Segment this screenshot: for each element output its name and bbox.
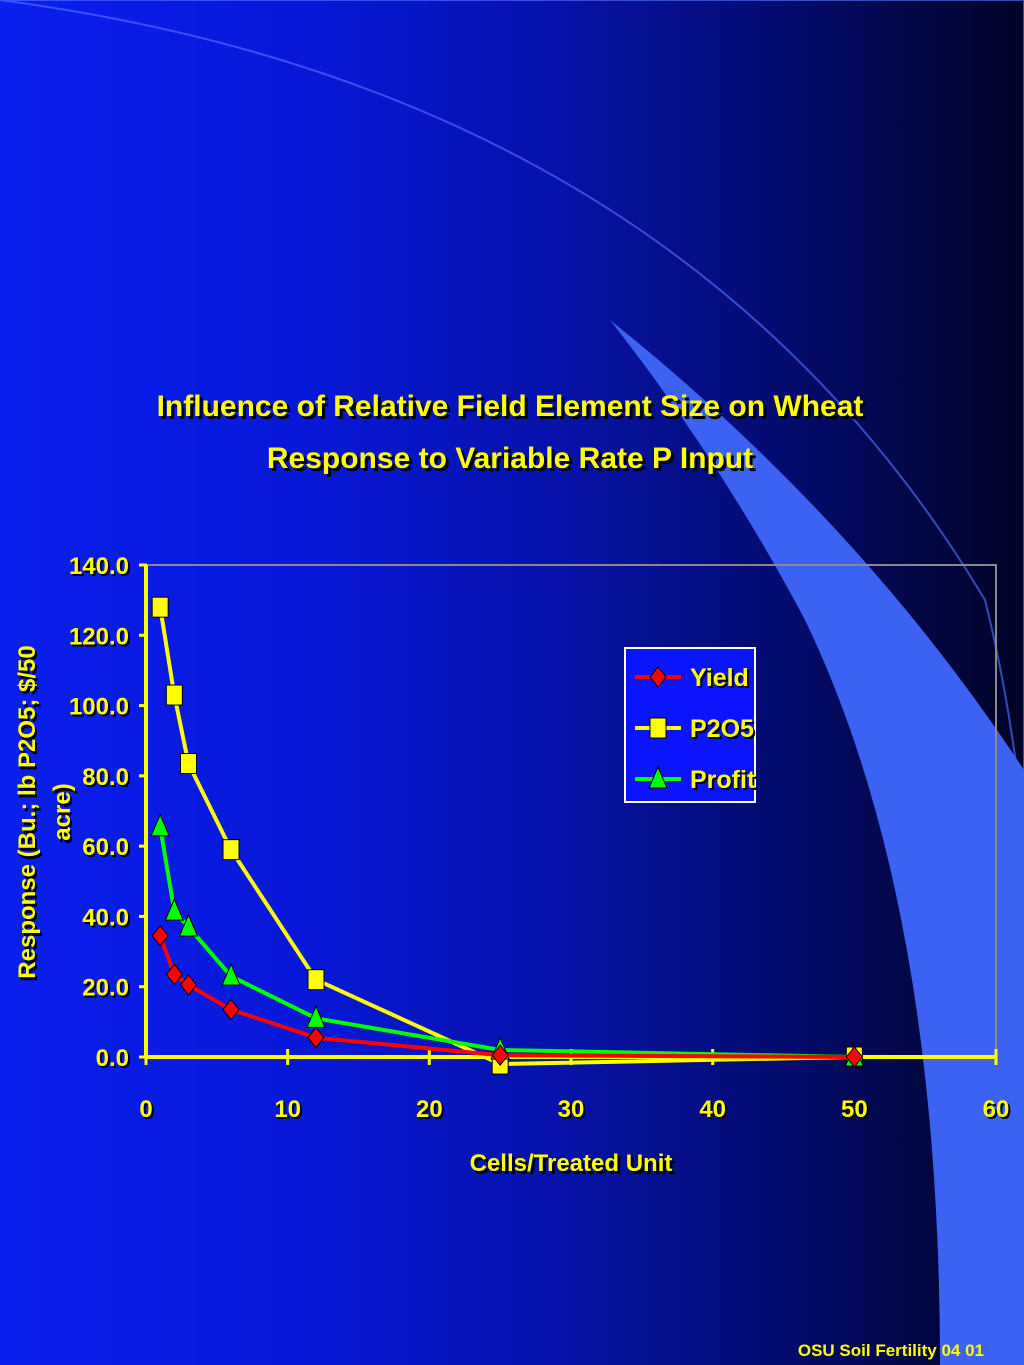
legend-marker-profit — [648, 765, 668, 789]
y-tick-label-shadow: 120.0 — [71, 625, 131, 652]
data-point-p2o5 — [307, 969, 325, 991]
chart-title-line-2-shadow: Response to Variable Rate P Input — [270, 445, 756, 478]
data-point-profit — [164, 897, 185, 921]
y-tick-label: 60.0 — [82, 834, 129, 861]
legend-label-shadow-profit: Profit — [692, 768, 758, 796]
background-swoosh — [610, 320, 1024, 1365]
data-point-yield — [307, 1026, 325, 1049]
y-tick-label-shadow: 100.0 — [71, 696, 131, 723]
x-tick-label: 10 — [274, 1096, 301, 1123]
y-tick-label-shadow: 140.0 — [71, 555, 131, 582]
legend-box — [624, 647, 756, 803]
series-layer — [150, 596, 865, 1075]
y-axis-label-line-2: acre) — [49, 783, 76, 840]
data-point-p2o5 — [151, 596, 169, 618]
y-tick-label: 0.0 — [96, 1045, 129, 1072]
x-tick-label-shadow: 50 — [843, 1098, 870, 1125]
chart-title-line-2: Response to Variable Rate P Input — [267, 442, 753, 475]
x-tick-label-shadow: 60 — [985, 1098, 1012, 1125]
legend-label-yield: Yield — [690, 664, 749, 692]
data-point-p2o5 — [165, 684, 183, 706]
data-point-yield — [151, 924, 169, 947]
y-tick-label-shadow: 60.0 — [84, 836, 131, 863]
data-point-p2o5 — [180, 753, 197, 775]
x-tick-label-shadow: 30 — [560, 1098, 587, 1125]
y-tick-label-shadow: 20.0 — [84, 977, 131, 1004]
x-axis-title-text: Cells/Treated Unit — [470, 1150, 673, 1177]
x-tick-label-shadow: 10 — [276, 1098, 303, 1125]
x-tick-label: 30 — [558, 1096, 585, 1123]
legend-label-shadow-p2o5: P2O5 — [692, 717, 756, 745]
x-tick-label: 50 — [841, 1096, 868, 1123]
plot-area — [145, 564, 997, 1058]
y-tick-label-shadow: 40.0 — [84, 906, 131, 933]
y-axis-label-line-1: Response (Bu.; lb P2O5; $/50 — [14, 645, 41, 978]
x-tick-label: 40 — [699, 1096, 726, 1123]
data-point-yield — [491, 1044, 509, 1067]
data-point-profit — [150, 813, 170, 837]
series-profit — [150, 813, 865, 1067]
chart-title: Influence of Relative Field Element Size… — [157, 390, 867, 478]
x-axis-title: Cells/Treated Unit Cells/Treated Unit — [470, 1150, 676, 1180]
y-tick-label-shadow: 0.0 — [98, 1047, 131, 1074]
data-point-profit — [221, 962, 241, 986]
data-point-yield — [179, 974, 198, 996]
y-tick-label-shadow: 80.0 — [84, 766, 131, 793]
x-tick-label-shadow: 0 — [141, 1098, 154, 1125]
x-tick-label: 0 — [139, 1096, 152, 1123]
x-tick-label-shadow: 40 — [701, 1098, 728, 1125]
y-tick-label: 20.0 — [82, 975, 129, 1002]
x-tick-label-shadow: 20 — [418, 1098, 445, 1125]
footer-text: OSU Soil Fertility 04 01 — [797, 1341, 984, 1360]
legend-marker-yield — [649, 666, 667, 688]
axes: 0.00.020.020.040.040.060.060.080.080.010… — [69, 553, 1011, 1125]
y-tick-label: 40.0 — [82, 904, 129, 931]
data-point-yield — [165, 963, 183, 986]
data-point-p2o5 — [222, 839, 240, 861]
y-tick-label: 140.0 — [69, 553, 129, 580]
y-tick-label: 80.0 — [82, 764, 129, 791]
y-tick-label: 120.0 — [69, 623, 129, 650]
x-axis-title-shadow: Cells/Treated Unit — [473, 1153, 676, 1180]
x-tick-label: 60 — [983, 1096, 1010, 1123]
series-line-yield — [158, 935, 855, 1059]
data-point-yield — [845, 1046, 863, 1068]
chart-title-line-1: Influence of Relative Field Element Size… — [157, 390, 864, 423]
y-axis-label-line-2-shadow: acre) — [51, 786, 78, 843]
y-axis-label: Response (Bu.; lb P2O5; $/50 Response (B… — [14, 645, 78, 981]
series-yield — [151, 924, 863, 1068]
x-tick-label: 20 — [416, 1096, 443, 1123]
legend-marker-p2o5 — [649, 717, 667, 739]
y-tick-label: 100.0 — [69, 694, 129, 721]
y-axis-label-line-1-shadow: Response (Bu.; lb P2O5; $/50 — [16, 648, 43, 981]
legend-label-p2o5: P2O5 — [690, 715, 754, 743]
data-point-profit — [178, 913, 199, 937]
legend-label-profit: Profit — [690, 766, 756, 794]
chart-title-line-1-shadow: Influence of Relative Field Element Size… — [160, 393, 867, 426]
data-point-yield — [222, 998, 240, 1021]
legend-label-shadow-yield: Yield — [692, 666, 751, 694]
